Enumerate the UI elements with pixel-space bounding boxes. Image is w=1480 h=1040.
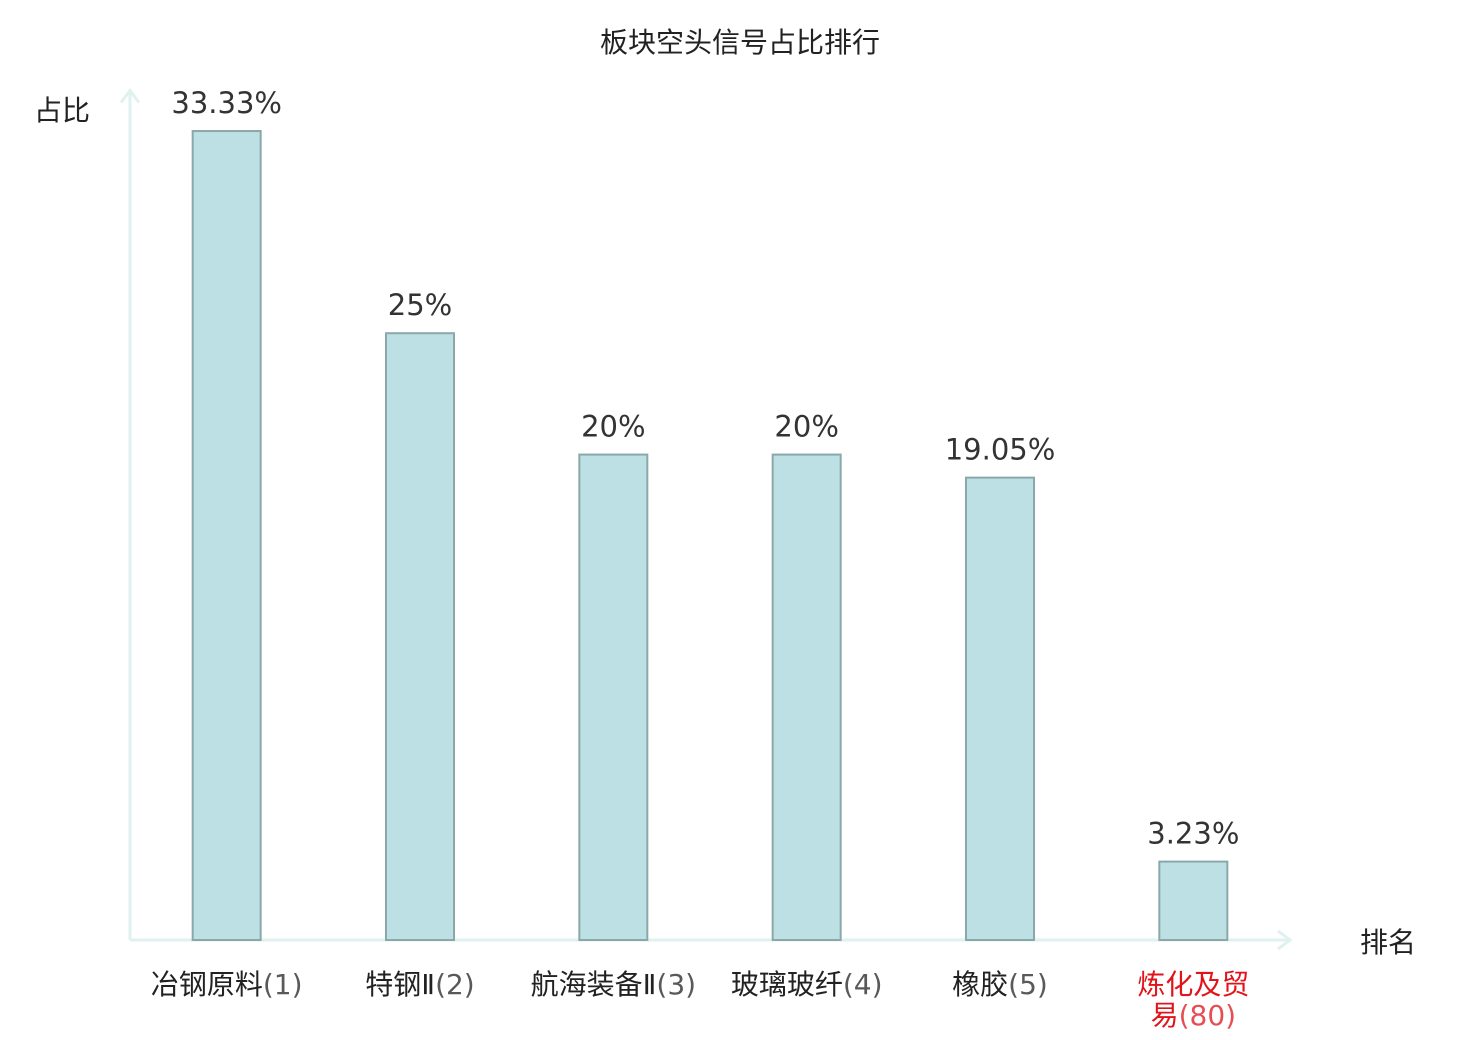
x-tick-label: 炼化及贸易(80) <box>1137 968 1249 1032</box>
x-axis-label: 排名 <box>1360 926 1416 959</box>
x-tick-label: 航海装备Ⅱ(3) <box>531 968 696 1001</box>
x-tick-label: 冶钢原料(1) <box>151 968 303 1001</box>
x-tick-label: 玻璃玻纤(4) <box>731 968 883 1001</box>
y-axis-arrow <box>119 88 141 104</box>
bar <box>191 130 262 942</box>
bar <box>385 332 455 941</box>
bar <box>771 453 842 941</box>
value-label: 3.23% <box>1147 817 1239 851</box>
value-label: 25% <box>388 288 452 322</box>
chart-title: 板块空头信号占比排行 <box>600 26 880 59</box>
bar <box>1158 860 1229 941</box>
value-label: 33.33% <box>171 86 282 120</box>
x-tick-label: 特钢Ⅱ(2) <box>365 968 474 1001</box>
y-axis-label: 占比 <box>34 94 90 127</box>
x-tick-label: 橡胶(5) <box>952 968 1048 1001</box>
value-label: 19.05% <box>945 433 1056 467</box>
bar <box>965 476 1035 941</box>
value-label: 20% <box>774 410 838 444</box>
value-label: 20% <box>581 410 645 444</box>
bar <box>578 453 649 941</box>
x-axis-arrow <box>1277 929 1293 951</box>
